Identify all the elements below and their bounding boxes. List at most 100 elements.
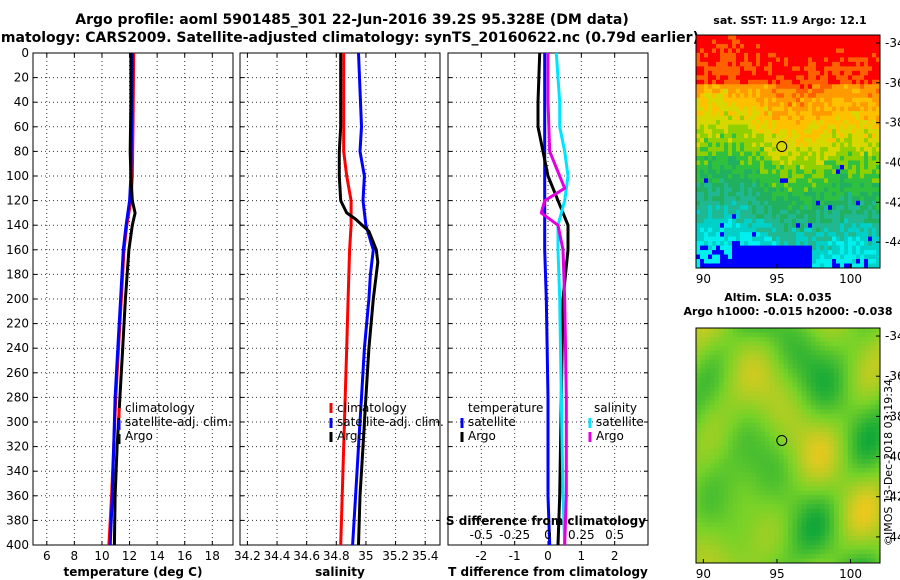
map-cell: [742, 359, 748, 365]
map-y-tick-label: -40: [885, 450, 900, 464]
map-cell: [776, 178, 781, 184]
map-cell: [788, 495, 794, 501]
map-cell: [719, 454, 725, 460]
map-cell: [860, 120, 865, 126]
map-cell: [737, 350, 743, 356]
map-cell: [764, 196, 769, 202]
map-cell: [740, 147, 745, 152]
map-cell: [788, 481, 794, 487]
map-cell: [778, 355, 784, 361]
map-cell: [784, 66, 789, 72]
map-cell: [838, 422, 844, 428]
map-cell: [843, 364, 849, 370]
map-cell: [720, 182, 725, 188]
map-cell: [742, 440, 748, 446]
map-cell: [806, 535, 812, 541]
map-cell: [852, 459, 858, 465]
map-cell: [780, 200, 785, 206]
map-cell: [742, 332, 748, 338]
map-cell: [783, 418, 789, 424]
map-cell: [764, 124, 769, 130]
map-cell: [716, 200, 721, 206]
map-cell: [752, 66, 757, 72]
map-cell: [804, 169, 809, 175]
map-cell: [834, 373, 840, 379]
map-cell: [714, 526, 720, 532]
map-cell: [860, 259, 865, 265]
map-cell: [714, 368, 720, 374]
map-cell: [852, 88, 857, 94]
map-cell: [719, 477, 725, 483]
map-cell: [834, 486, 840, 492]
map-cell: [764, 97, 769, 103]
map-cell: [824, 218, 829, 224]
map-cell: [732, 368, 738, 374]
map-cell: [760, 440, 766, 446]
map-cell: [708, 191, 713, 197]
map-cell: [796, 93, 801, 99]
map-cell: [848, 124, 853, 130]
map-cell: [774, 459, 780, 465]
map-cell: [719, 395, 725, 401]
map-cell: [792, 395, 798, 401]
map-cell: [864, 245, 869, 251]
map-cell: [848, 241, 853, 247]
map-cell: [788, 214, 793, 220]
map-cell: [696, 477, 702, 483]
map-cell: [778, 368, 784, 374]
map-cell: [768, 191, 773, 197]
map-cell: [740, 155, 745, 161]
map-cell: [716, 196, 721, 202]
map-cell: [832, 138, 837, 144]
map-cell: [728, 540, 734, 546]
map-cell: [820, 187, 825, 193]
map-cell: [820, 241, 825, 247]
map-cell: [872, 97, 877, 103]
map-cell: [788, 205, 793, 211]
map-cell: [838, 386, 844, 392]
map-cell: [705, 355, 711, 361]
map-cell: [784, 178, 789, 184]
map-cell: [815, 477, 821, 483]
map-cell: [742, 418, 748, 424]
map-cell: [856, 115, 861, 121]
map-cell: [815, 531, 821, 537]
map-cell: [864, 66, 869, 72]
map-cell: [774, 450, 780, 456]
map-cell: [848, 214, 853, 220]
map-cell: [824, 52, 829, 58]
map-cell: [820, 133, 825, 139]
map-cell: [769, 427, 775, 433]
map-cell: [700, 386, 706, 392]
map-cell: [728, 535, 734, 541]
map-cell: [820, 553, 826, 559]
map-cell: [719, 481, 725, 487]
map-cell: [796, 191, 801, 197]
map-cell: [696, 250, 701, 256]
map-cell: [824, 75, 829, 81]
map-cell: [740, 115, 745, 121]
map-cell: [806, 558, 812, 564]
map-cell: [824, 254, 829, 260]
map-cell: [748, 160, 753, 166]
map-cell: [783, 558, 789, 564]
map-cell: [838, 549, 844, 555]
map-cell: [857, 513, 863, 519]
map-cell: [796, 164, 801, 170]
map-cell: [806, 468, 812, 474]
map-cell: [705, 350, 711, 356]
map-cell: [866, 535, 872, 541]
map-cell: [705, 368, 711, 374]
map-cell: [866, 513, 872, 519]
map-cell: [840, 214, 845, 220]
map-cell: [708, 245, 713, 251]
map-cell: [832, 218, 837, 224]
map-cell: [866, 450, 872, 456]
map-cell: [714, 495, 720, 501]
x-tick-label: 6: [43, 549, 51, 563]
map-cell: [723, 418, 729, 424]
map-cell: [723, 368, 729, 374]
map-cell: [709, 409, 715, 415]
map-cell: [788, 70, 793, 76]
map-cell: [808, 79, 813, 85]
